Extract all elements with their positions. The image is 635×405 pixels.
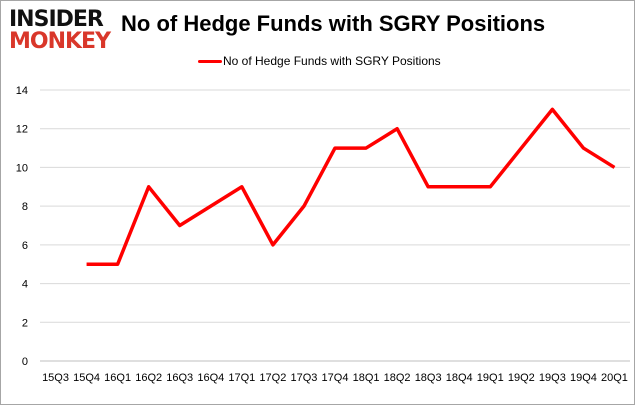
legend-label: No of Hedge Funds with SGRY Positions <box>223 54 441 68</box>
y-tick-label: 6 <box>22 240 28 252</box>
x-tick-label: 17Q2 <box>259 372 286 384</box>
x-tick-label: 19Q2 <box>508 372 535 384</box>
legend: No of Hedge Funds with SGRY Positions <box>198 54 441 68</box>
x-tick-label: 19Q4 <box>570 372 597 384</box>
y-tick-label: 12 <box>16 124 28 136</box>
y-tick-label: 2 <box>22 317 28 329</box>
logo-text-insider: INSIDER <box>9 7 104 32</box>
x-tick-label: 20Q1 <box>601 372 628 384</box>
legend-swatch <box>198 59 222 63</box>
x-tick-label: 19Q3 <box>539 372 566 384</box>
x-tick-label: 18Q1 <box>353 372 380 384</box>
y-tick-label: 10 <box>16 162 28 174</box>
x-tick-label: 15Q4 <box>73 372 100 384</box>
x-tick-label: 18Q3 <box>415 372 442 384</box>
x-tick-label: 17Q4 <box>322 372 349 384</box>
x-tick-label: 16Q3 <box>166 372 193 384</box>
chart-title: No of Hedge Funds with SGRY Positions <box>121 11 546 36</box>
y-tick-label: 0 <box>22 356 28 368</box>
x-tick-label: 16Q1 <box>104 372 131 384</box>
y-tick-label: 8 <box>22 201 28 213</box>
y-tick-label: 14 <box>16 85 28 97</box>
x-tick-label: 17Q1 <box>228 372 255 384</box>
x-tick-label: 18Q4 <box>446 372 473 384</box>
x-tick-label: 19Q1 <box>477 372 504 384</box>
x-tick-label: 16Q2 <box>135 372 162 384</box>
series-line <box>86 107 616 266</box>
x-tick-label: 16Q4 <box>197 372 224 384</box>
y-tick-label: 4 <box>22 279 28 291</box>
x-tick-label: 15Q3 <box>42 372 69 384</box>
x-tick-label: 18Q2 <box>384 372 411 384</box>
x-tick-label: 17Q3 <box>290 372 317 384</box>
insider-monkey-logo: INSIDER MONKEY <box>9 7 119 54</box>
logo-text-monkey: MONKEY <box>9 29 111 54</box>
